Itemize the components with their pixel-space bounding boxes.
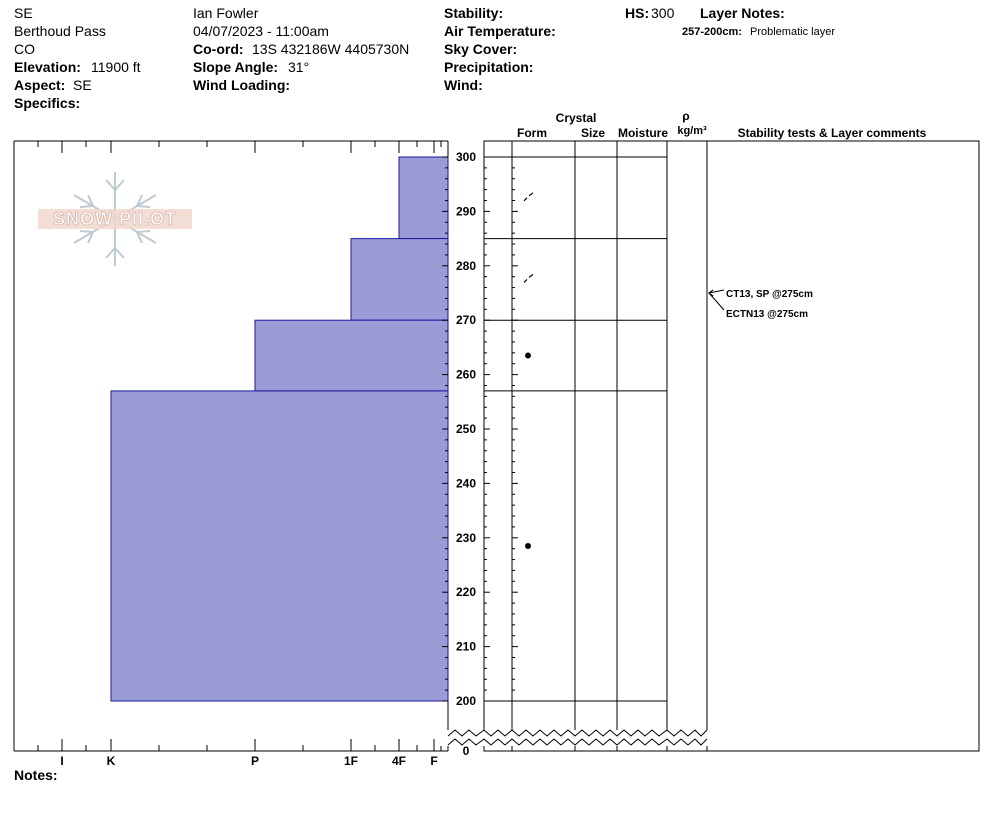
coord-value: 13S 432186W 4405730N [252, 41, 410, 57]
stability-test-arrow-icon [708, 289, 725, 311]
state-name: CO [14, 41, 35, 57]
air-temp-label: Air Temperature: [444, 23, 556, 39]
depth-tick-label: 250 [456, 422, 476, 436]
hardness-tick-label: K [107, 754, 116, 768]
precipitation-label: Precipitation: [444, 59, 534, 75]
slope-value: 31° [288, 59, 310, 75]
form-header: Form [517, 126, 547, 140]
wind-loading-label: Wind Loading: [193, 77, 291, 93]
hardness-tick-label: F [430, 754, 437, 768]
elevation-label: Elevation: [14, 59, 81, 75]
layer-notes-label: Layer Notes: [700, 5, 785, 21]
comments-header: Stability tests & Layer comments [738, 126, 927, 140]
depth-tick-label: 240 [456, 476, 476, 490]
profile-table-frame [483, 140, 980, 752]
stability-test-text: ECTN13 @275cm [726, 309, 808, 320]
elevation-value: 11900 ft [91, 59, 141, 75]
crystal-header: Crystal [556, 111, 597, 125]
coord-label: Co-ord: [193, 41, 244, 57]
depth-tick-label: 270 [456, 313, 476, 327]
specifics-label: Specifics: [14, 95, 81, 111]
notes-label: Notes: [14, 767, 58, 783]
form-symbol-rounded-icon [525, 352, 531, 359]
aspect-short: SE [14, 5, 33, 21]
stability-test-text: CT13, SP @275cm [726, 289, 813, 300]
form-symbol-rounded-icon [525, 542, 531, 549]
layer-note-range: 257-200cm: [682, 26, 742, 38]
sky-cover-label: Sky Cover: [444, 41, 518, 57]
wind-label: Wind: [444, 77, 483, 93]
depth-tick-label: 220 [456, 585, 476, 599]
form-symbol-decomposing-icon [523, 192, 534, 202]
observer-name: Ian Fowler [193, 5, 259, 21]
density-unit-header: kg/m³ [677, 125, 707, 137]
depth-tick-label: 0 [463, 744, 470, 758]
form-symbol-decomposing-icon [523, 273, 534, 283]
depth-tick-label: 210 [456, 640, 476, 654]
hardness-tick-label: 1F [344, 754, 358, 768]
location-name: Berthoud Pass [14, 23, 106, 39]
depth-tick-label: 230 [456, 531, 476, 545]
snowpilot-logo: SNOW PILOT [38, 172, 192, 266]
hardness-tick-label: P [251, 754, 259, 768]
layer-note-text: Problematic layer [750, 26, 835, 38]
depth-tick-label: 300 [456, 150, 476, 164]
depth-tick-label: 280 [456, 259, 476, 273]
hs-label: HS: [625, 5, 650, 21]
size-header: Size [581, 126, 605, 140]
axis-break-zigzag-top [447, 729, 708, 737]
slope-label: Slope Angle: [193, 59, 279, 75]
hardness-tick-label: I [60, 754, 63, 768]
axis-break-zigzag-bottom [447, 738, 708, 746]
aspect-label: Aspect: [14, 77, 66, 93]
depth-tick-label: 290 [456, 204, 476, 218]
rho-header: ρ [682, 109, 689, 123]
hs-value: 300 [651, 5, 675, 21]
logo-text: SNOW PILOT [53, 209, 177, 229]
moisture-header: Moisture [618, 126, 668, 140]
depth-tick-label: 260 [456, 368, 476, 382]
hardness-layer-p [254, 319, 449, 392]
hardness-layer-k [110, 390, 449, 702]
aspect-value: SE [73, 77, 92, 93]
hardness-layer-1f [350, 238, 449, 321]
hardness-layer-4f [398, 156, 449, 240]
stability-label: Stability: [444, 5, 504, 21]
depth-tick-label: 200 [456, 694, 476, 708]
obs-datetime: 04/07/2023 - 11:00am [193, 23, 329, 39]
hardness-tick-label: 4F [392, 754, 406, 768]
